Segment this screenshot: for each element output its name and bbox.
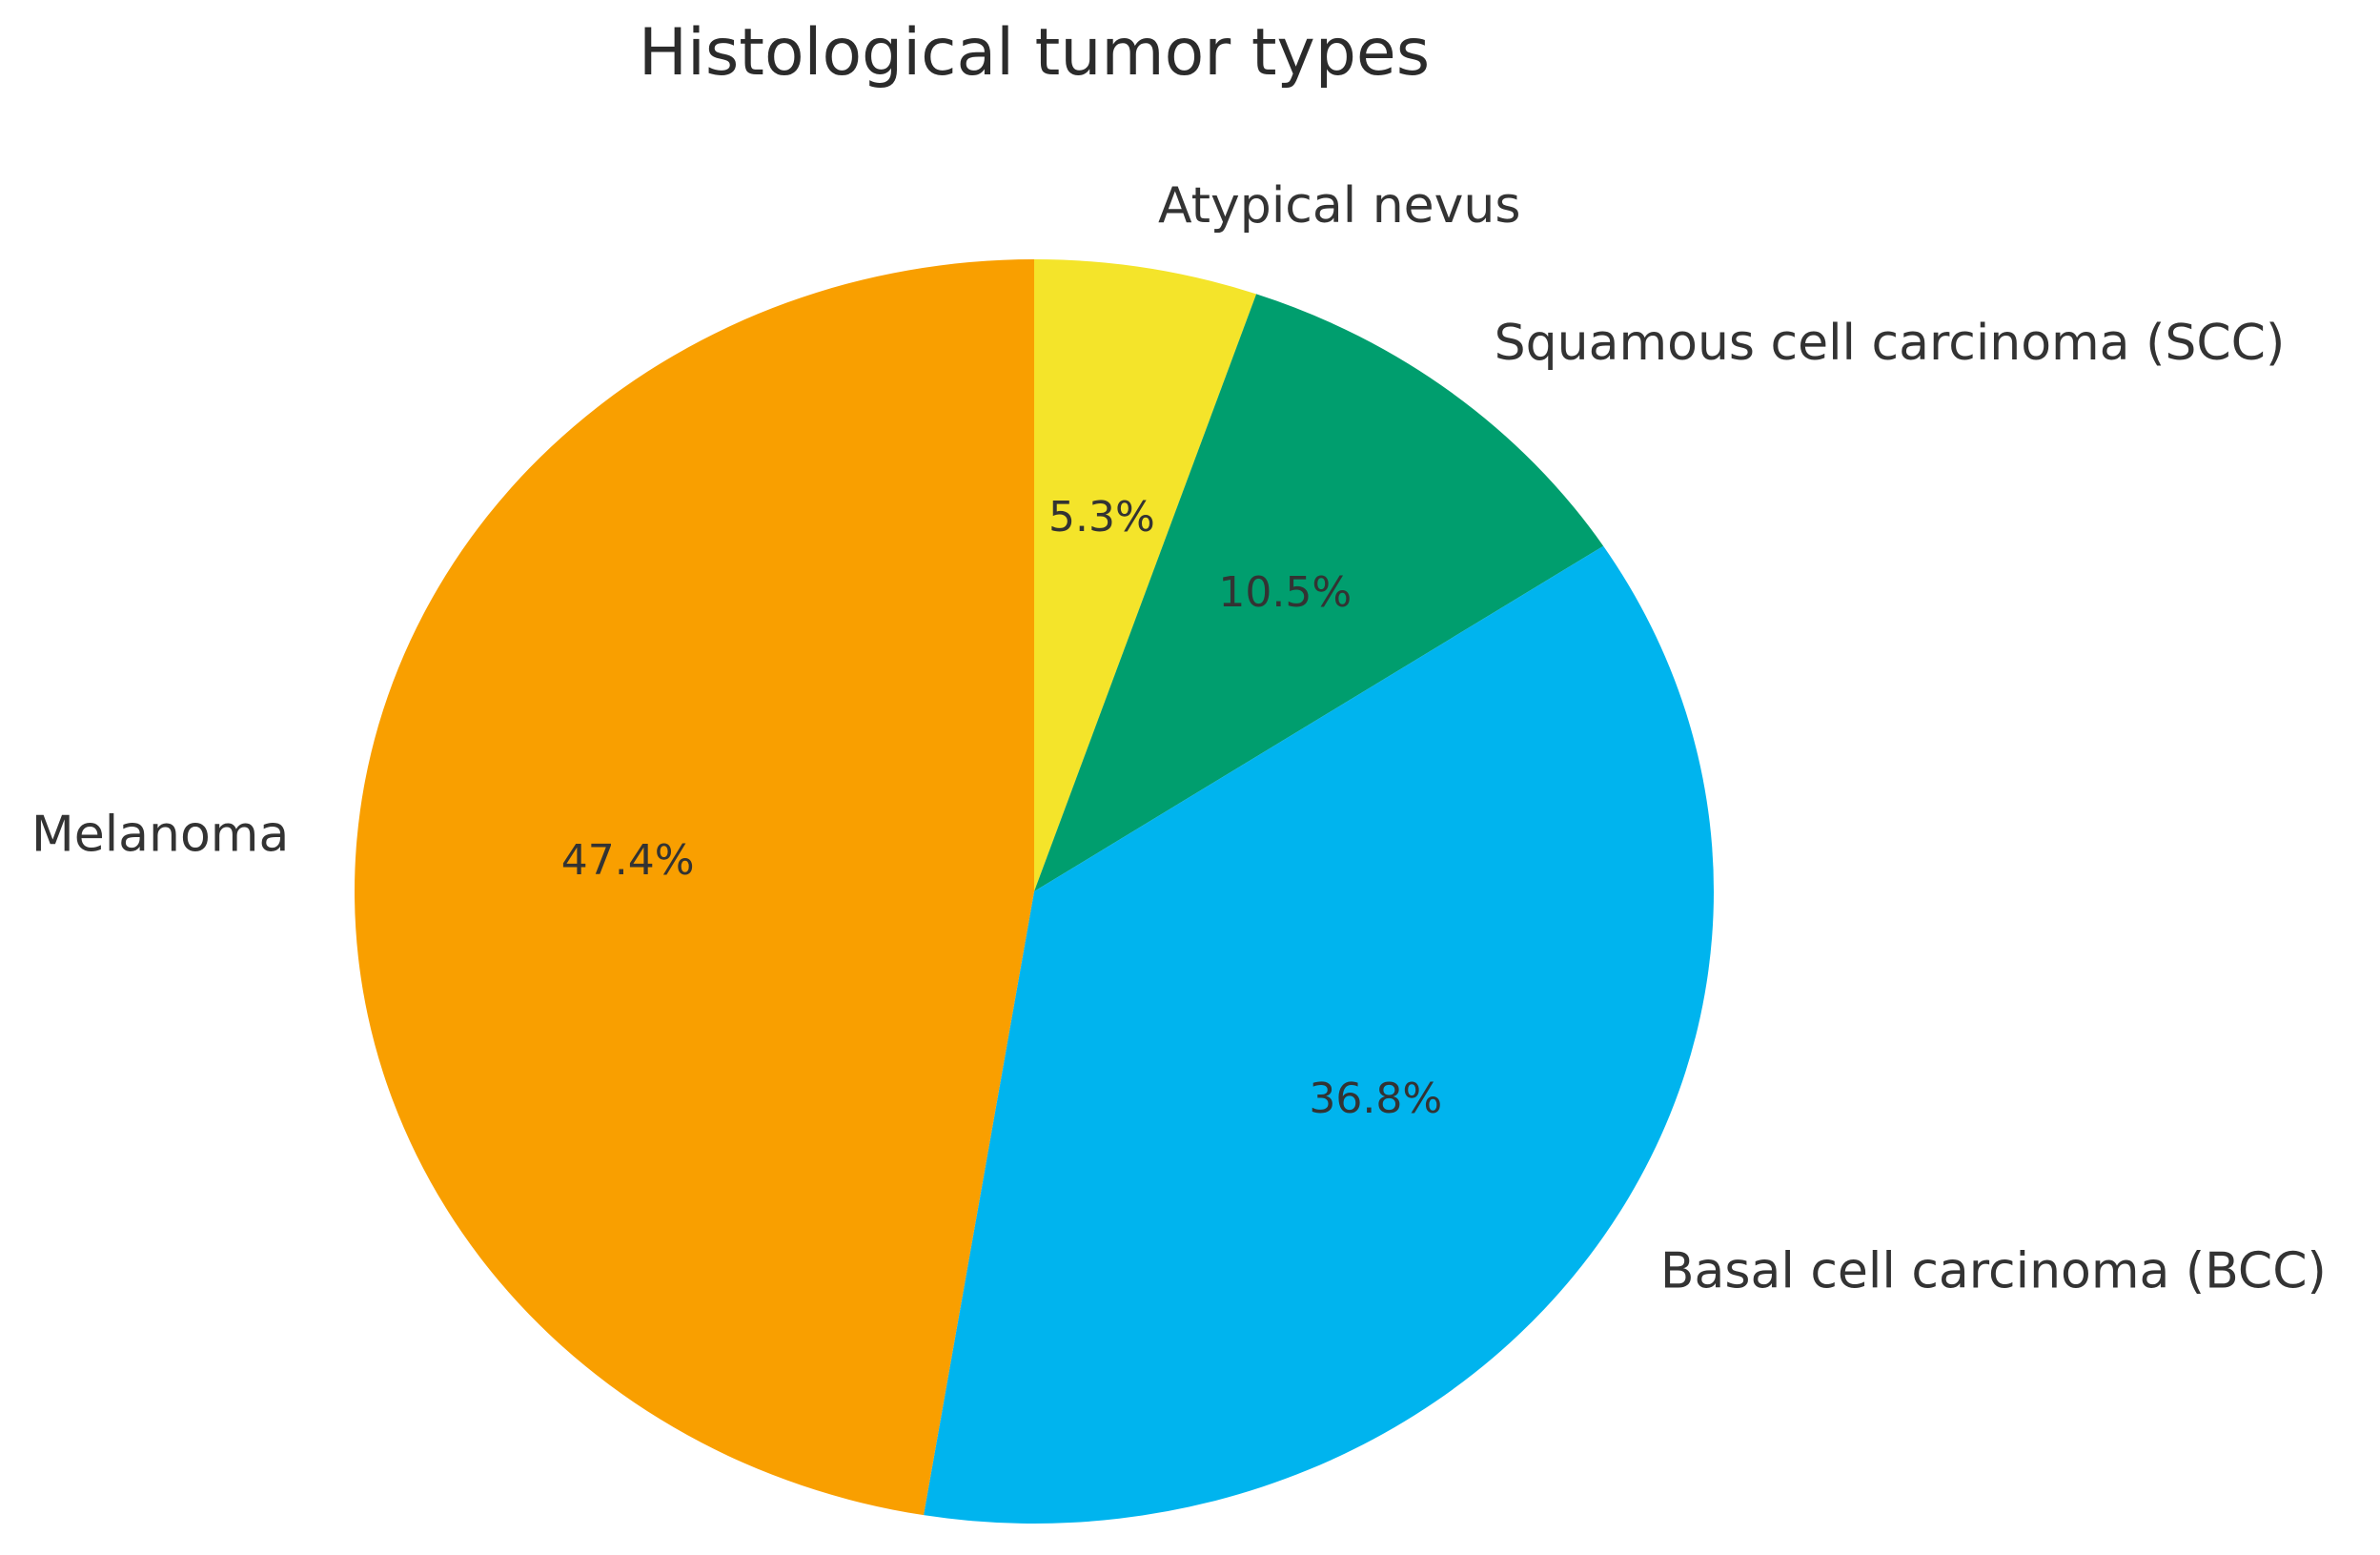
slice-label-basal-cell-carcinoma-bcc: Basal cell carcinoma (BCC) [1660,1242,2327,1299]
pie-slice-squamous-cell-carcinoma-scc [1034,294,1604,891]
pct-label-atypical-nevus: 5.3% [1048,493,1155,542]
pie-slice-melanoma [354,259,1034,1516]
pct-label-squamous-cell-carcinoma-scc: 10.5% [1218,568,1352,617]
pie-slice-basal-cell-carcinoma-bcc [924,545,1715,1524]
pct-label-basal-cell-carcinoma-bcc: 36.8% [1309,1074,1442,1123]
chart-title: Histological tumor types [639,15,1430,91]
pct-label-melanoma: 47.4% [561,836,695,885]
slice-label-atypical-nevus: Atypical nevus [1158,177,1520,235]
slice-label-squamous-cell-carcinoma-scc: Squamous cell carcinoma (SCC) [1495,315,2286,372]
labels-layer: 5.3% Atypical nevus 10.5% Squamous cell car… [31,177,2327,1300]
slice-label-melanoma: Melanoma [31,806,289,863]
slices-layer [354,259,1715,1524]
pie-slice-atypical-nevus [1034,259,1257,891]
